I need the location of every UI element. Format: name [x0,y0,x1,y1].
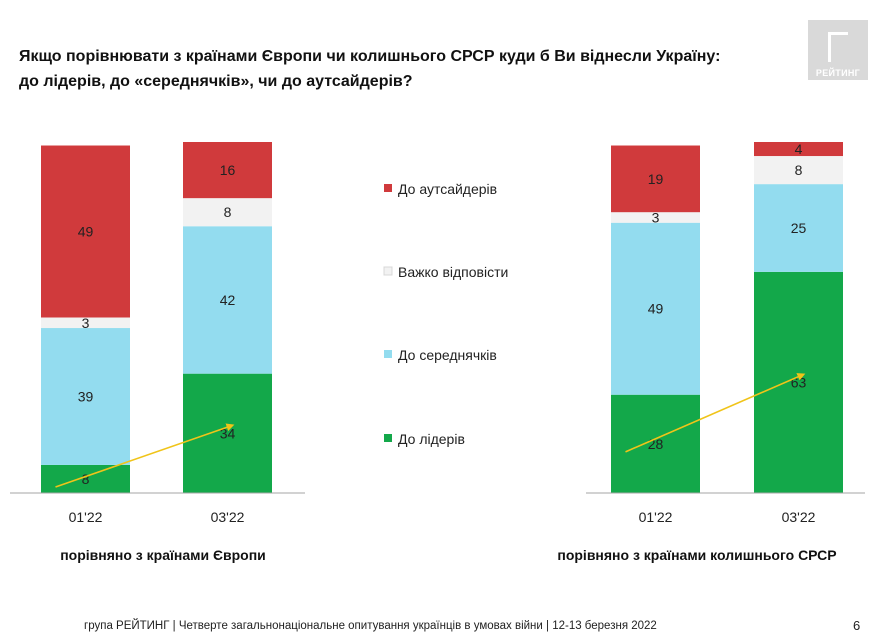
bar-segment-2-03'22-2 [754,156,843,185]
group-label-2: порівняно з країнами колишнього СРСР [557,547,836,563]
data-label-2-01'22-1: 49 [648,301,664,317]
bar-segment-2-01'22-0 [611,394,700,493]
bar-segment-2-01'22-3 [611,145,700,213]
legend-label-3: До лідерів [398,431,465,447]
x-tick-label-2-0: 01'22 [639,509,673,525]
data-label-2-03'22-2: 8 [795,162,803,178]
group-label-1: порівняно з країнами Європи [60,547,266,563]
legend-swatch-1 [383,266,393,276]
bar-segment-1-01'22-0 [41,464,130,493]
logo-mark-top [828,32,848,35]
chart-title-line-2: до лідерів, до «середнячків», чи до аутс… [19,73,413,90]
data-label-1-01'22-1: 39 [78,388,94,404]
data-label-2-01'22-3: 19 [648,171,664,187]
logo-text: РЕЙТИНГ [815,68,861,78]
legend-swatch-3 [384,434,392,442]
rating-logo: РЕЙТИНГ [808,20,868,80]
legend-label-1: Важко відповісти [398,264,508,280]
legend-swatch-0 [384,184,392,192]
bar-segment-1-01'22-2 [41,317,130,329]
data-label-2-01'22-2: 3 [652,209,660,225]
data-label-2-03'22-1: 25 [791,220,807,236]
bar-segment-2-03'22-1 [754,184,843,272]
trend-arrow-1 [55,423,235,488]
data-label-1-01'22-2: 3 [82,315,90,331]
bar-segment-1-03'22-3 [183,142,272,199]
chart-title-line-1: Якщо порівнювати з країнами Європи чи ко… [19,48,721,65]
bar-segment-1-03'22-0 [183,373,272,493]
bar-segment-1-01'22-1 [41,328,130,465]
x-tick-label-1-1: 03'22 [211,509,245,525]
bar-segment-1-03'22-2 [183,198,272,227]
legend-swatch-2 [384,350,392,358]
data-label-1-01'22-3: 49 [78,224,94,240]
legend-label-0: До аутсайдерів [398,181,497,197]
bar-segment-1-03'22-1 [183,226,272,374]
bar-segment-2-01'22-2 [611,212,700,223]
x-tick-label-2-1: 03'22 [782,509,816,525]
footer-source: група РЕЙТИНГ | Четверте загальнонаціона… [84,620,657,632]
data-label-1-01'22-0: 8 [82,471,90,487]
bar-segment-1-01'22-3 [41,145,130,318]
data-label-1-03'22-3: 16 [220,162,236,178]
data-label-2-03'22-3: 4 [795,141,803,157]
chart-title: Якщо порівнювати з країнами Європи чи ко… [19,44,789,94]
legend-label-2: До середнячків [398,347,497,363]
data-label-1-03'22-2: 8 [224,204,232,220]
bar-segment-2-01'22-1 [611,222,700,395]
bar-segment-2-03'22-0 [754,271,843,493]
trend-arrow-2 [625,373,806,453]
x-tick-label-1-0: 01'22 [69,509,103,525]
data-label-1-03'22-1: 42 [220,292,236,308]
logo-mark-stem [828,32,831,62]
page-number: 6 [853,618,861,633]
bar-segment-2-03'22-3 [754,142,843,157]
